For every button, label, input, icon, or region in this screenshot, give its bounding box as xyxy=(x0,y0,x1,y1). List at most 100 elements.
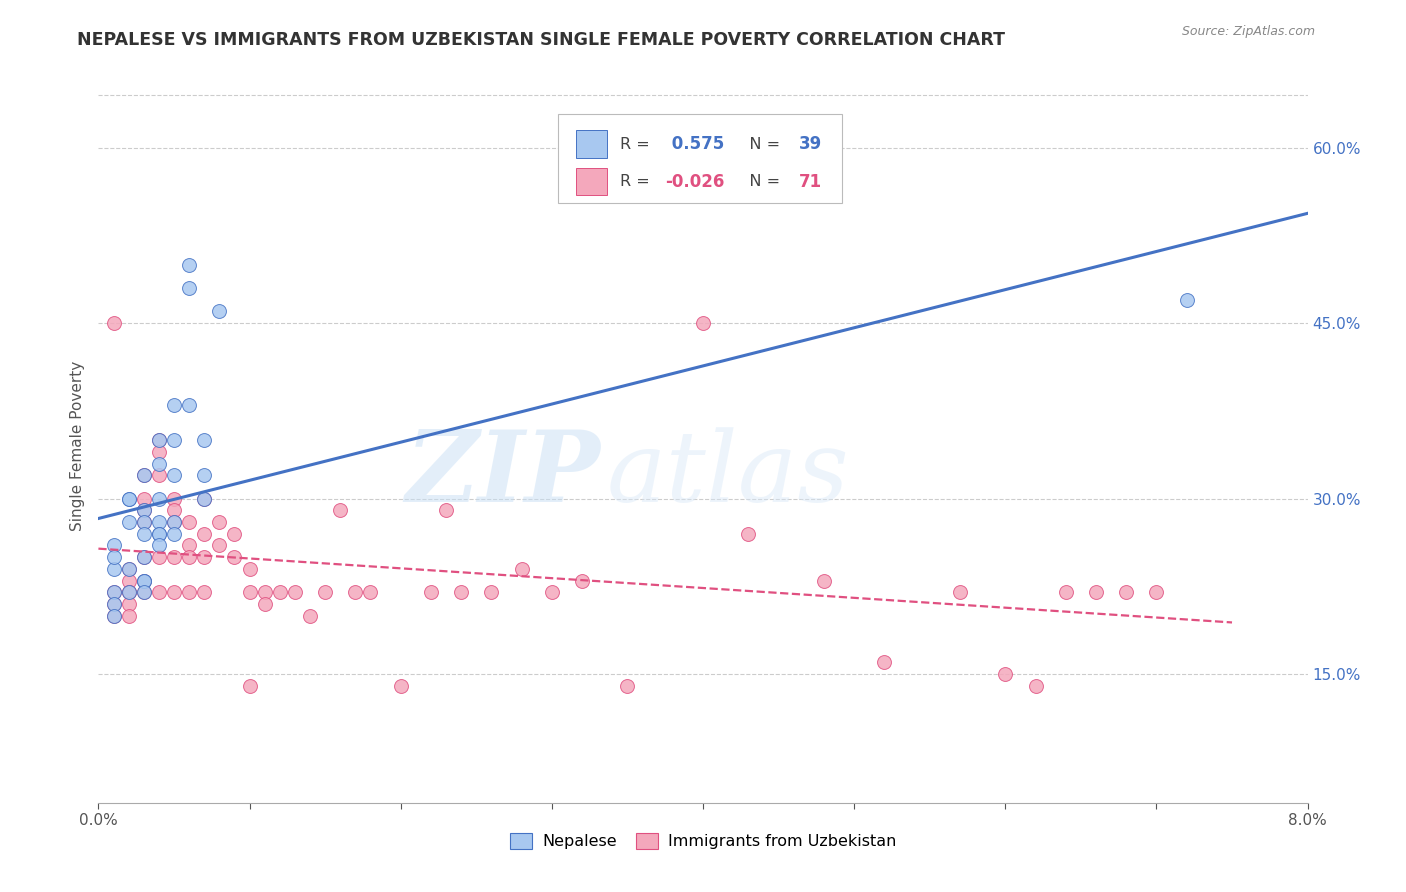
Text: N =: N = xyxy=(734,174,786,189)
Point xyxy=(239,679,262,693)
Point xyxy=(103,597,125,611)
Bar xyxy=(576,130,607,158)
Point xyxy=(208,538,231,552)
Point xyxy=(163,398,186,412)
Point xyxy=(193,550,215,565)
Point xyxy=(179,585,201,599)
Point xyxy=(118,608,141,623)
Point xyxy=(132,468,155,483)
Point xyxy=(873,656,896,670)
Point xyxy=(224,550,246,565)
Point xyxy=(132,491,155,506)
Point xyxy=(179,398,201,412)
Point xyxy=(148,515,170,529)
Text: -0.026: -0.026 xyxy=(665,173,725,191)
Text: 71: 71 xyxy=(799,173,821,191)
Point xyxy=(481,585,503,599)
Point xyxy=(193,433,215,447)
Point xyxy=(148,433,170,447)
Point xyxy=(571,574,593,588)
Point xyxy=(208,515,231,529)
Point xyxy=(103,316,125,330)
Point xyxy=(450,585,472,599)
Point xyxy=(118,562,141,576)
Point xyxy=(329,503,352,517)
Point xyxy=(193,491,215,506)
Point xyxy=(118,491,141,506)
Point xyxy=(253,585,276,599)
Point xyxy=(434,503,457,517)
Point xyxy=(692,316,714,330)
Point xyxy=(314,585,336,599)
Point xyxy=(1054,585,1077,599)
Point xyxy=(540,585,562,599)
Point xyxy=(132,468,155,483)
Point xyxy=(179,538,201,552)
Point xyxy=(118,585,141,599)
Text: R =: R = xyxy=(620,174,654,189)
Text: N =: N = xyxy=(734,136,786,152)
Point xyxy=(103,608,125,623)
Point xyxy=(148,526,170,541)
Point xyxy=(148,585,170,599)
Point xyxy=(420,585,443,599)
Point xyxy=(132,585,155,599)
Point xyxy=(253,597,276,611)
Point xyxy=(163,468,186,483)
Point xyxy=(949,585,972,599)
Point xyxy=(118,585,141,599)
Point xyxy=(1146,585,1168,599)
Point xyxy=(813,574,835,588)
Point xyxy=(148,526,170,541)
Point xyxy=(179,281,201,295)
Point xyxy=(118,585,141,599)
Point xyxy=(163,503,186,517)
Point xyxy=(148,445,170,459)
Legend: Nepalese, Immigrants from Uzbekistan: Nepalese, Immigrants from Uzbekistan xyxy=(503,826,903,855)
Point xyxy=(163,585,186,599)
Text: 0.575: 0.575 xyxy=(665,135,724,153)
Point xyxy=(132,585,155,599)
Point xyxy=(163,491,186,506)
Point xyxy=(389,679,412,693)
Point xyxy=(616,679,638,693)
Point xyxy=(994,667,1017,681)
Text: ZIP: ZIP xyxy=(405,426,600,523)
Text: R =: R = xyxy=(620,136,654,152)
Point xyxy=(132,503,155,517)
Text: atlas: atlas xyxy=(606,427,849,522)
Point xyxy=(118,491,141,506)
Point xyxy=(269,585,291,599)
Point xyxy=(148,550,170,565)
Point xyxy=(118,574,141,588)
Point xyxy=(118,562,141,576)
Point xyxy=(103,538,125,552)
Point xyxy=(299,608,322,623)
Point xyxy=(1115,585,1137,599)
Point xyxy=(193,526,215,541)
Point xyxy=(148,468,170,483)
Bar xyxy=(576,169,607,195)
Point xyxy=(132,503,155,517)
Point xyxy=(132,550,155,565)
Point xyxy=(163,433,186,447)
Point xyxy=(132,574,155,588)
Point xyxy=(179,258,201,272)
Point xyxy=(360,585,382,599)
Point xyxy=(163,526,186,541)
Point xyxy=(163,550,186,565)
Point xyxy=(163,515,186,529)
FancyBboxPatch shape xyxy=(558,114,842,203)
Point xyxy=(179,550,201,565)
Point xyxy=(103,562,125,576)
Point xyxy=(193,491,215,506)
Point xyxy=(103,608,125,623)
Point xyxy=(103,597,125,611)
Point xyxy=(193,585,215,599)
Point xyxy=(103,550,125,565)
Point xyxy=(148,538,170,552)
Point xyxy=(103,585,125,599)
Point xyxy=(1085,585,1108,599)
Point xyxy=(118,597,141,611)
Text: 39: 39 xyxy=(799,135,821,153)
